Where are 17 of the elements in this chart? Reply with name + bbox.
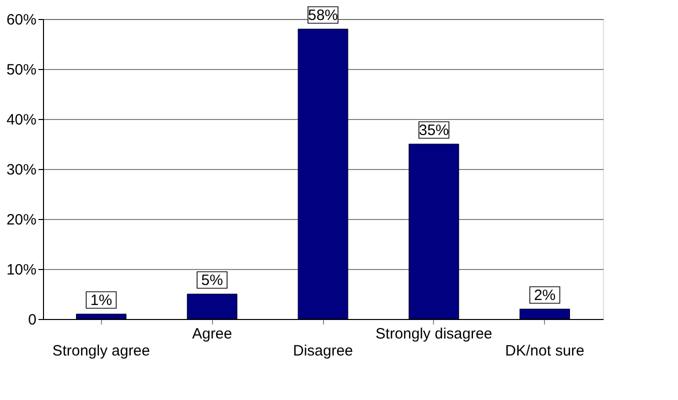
data-label: 5% — [201, 272, 223, 289]
y-tick-label: 60% — [6, 12, 36, 28]
data-label: 2% — [534, 287, 556, 304]
y-tick-label: 20% — [6, 212, 36, 228]
y-tick-label: 0 — [28, 312, 36, 328]
y-tick-label: 40% — [6, 112, 36, 128]
x-tick-label: Agree — [192, 326, 232, 342]
data-label: 35% — [418, 122, 449, 139]
y-tick-label: 10% — [6, 262, 36, 278]
y-tick-label: 50% — [6, 62, 36, 78]
data-label: 58% — [308, 7, 338, 24]
x-tick-label: Strongly disagree — [376, 326, 492, 342]
x-tick-label: Disagree — [292, 342, 354, 360]
x-tick-label: Strongly agree — [52, 342, 150, 360]
y-tick-label: 30% — [6, 162, 36, 178]
data-label: 1% — [90, 292, 112, 309]
x-tick-label: DK/not sure — [505, 342, 584, 360]
